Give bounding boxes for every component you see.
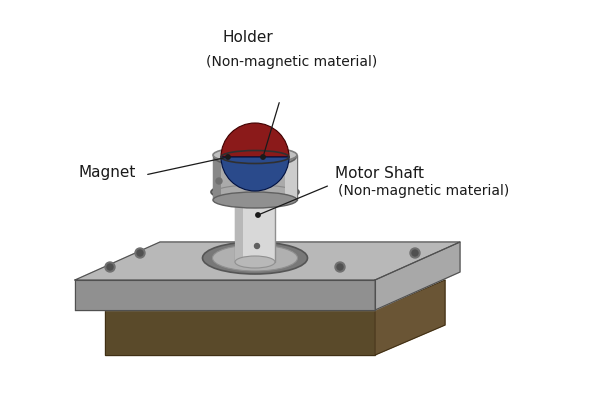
Polygon shape	[75, 280, 375, 310]
Circle shape	[137, 250, 143, 256]
Ellipse shape	[235, 256, 275, 268]
Polygon shape	[105, 310, 375, 355]
Ellipse shape	[203, 242, 308, 274]
Ellipse shape	[214, 148, 296, 166]
Ellipse shape	[213, 192, 297, 208]
Bar	[285, 155, 297, 200]
Ellipse shape	[212, 245, 298, 271]
Wedge shape	[221, 157, 289, 191]
Ellipse shape	[213, 147, 297, 163]
Circle shape	[410, 248, 420, 258]
Circle shape	[135, 248, 145, 258]
Polygon shape	[375, 280, 445, 355]
Polygon shape	[105, 280, 445, 310]
Text: (Non-magnetic material): (Non-magnetic material)	[206, 55, 377, 69]
Ellipse shape	[215, 185, 295, 199]
Ellipse shape	[211, 183, 299, 201]
Text: (Non-magnetic material): (Non-magnetic material)	[338, 184, 509, 198]
Circle shape	[107, 264, 113, 270]
Text: Magnet: Magnet	[78, 164, 136, 180]
Bar	[235, 190, 243, 262]
Wedge shape	[221, 123, 289, 157]
Circle shape	[412, 250, 418, 256]
Polygon shape	[375, 242, 460, 310]
Bar	[213, 155, 297, 200]
Ellipse shape	[235, 184, 275, 196]
Text: Motor Shaft: Motor Shaft	[335, 166, 424, 180]
Circle shape	[254, 244, 260, 248]
Circle shape	[256, 213, 260, 217]
Text: Holder: Holder	[223, 30, 274, 45]
Circle shape	[226, 155, 230, 159]
Circle shape	[105, 262, 115, 272]
Polygon shape	[75, 242, 460, 280]
Bar	[235, 190, 275, 262]
Bar	[213, 155, 221, 200]
Circle shape	[337, 264, 343, 270]
Circle shape	[335, 262, 345, 272]
Circle shape	[261, 155, 265, 159]
Circle shape	[216, 178, 222, 184]
